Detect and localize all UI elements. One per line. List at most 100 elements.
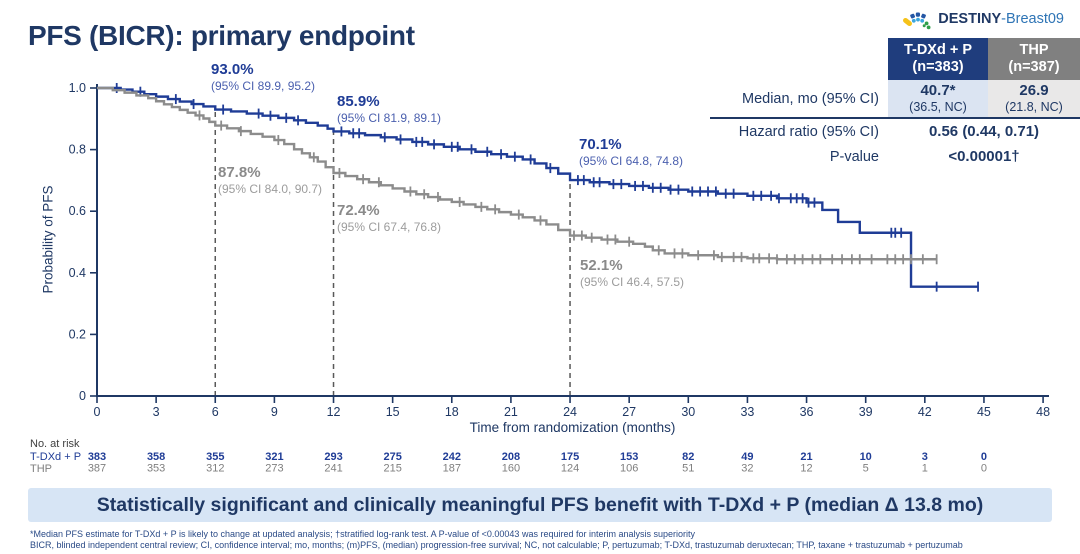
- atrisk-value-thp: 51: [682, 463, 694, 475]
- hazard-ratio-value: 0.56 (0.44, 0.71): [928, 123, 1040, 141]
- atrisk-value-tdxd-p: 275: [383, 451, 401, 463]
- median-tdxd-value: 40.7*: [920, 82, 956, 100]
- x-tick-label: 27: [622, 405, 636, 419]
- landmark-pct: 85.9%: [337, 93, 380, 110]
- atrisk-value-tdxd-p: 355: [206, 451, 224, 463]
- atrisk-value-tdxd-p: 242: [443, 451, 461, 463]
- atrisk-value-tdxd-p: 21: [800, 451, 812, 463]
- x-tick-label: 33: [740, 405, 754, 419]
- atrisk-value-tdxd-p: 293: [324, 451, 342, 463]
- atrisk-value-thp: 241: [324, 463, 342, 475]
- x-tick-label: 15: [386, 405, 400, 419]
- atrisk-value-thp: 215: [383, 463, 401, 475]
- y-axis-title: Probability of PFS: [40, 185, 56, 294]
- landmark-ci: (95% CI 89.9, 95.2): [211, 79, 316, 93]
- atrisk-value-thp: 387: [88, 463, 106, 475]
- results-table: T-DXd + P (n=383) THP (n=387) Median, mo…: [710, 38, 1080, 169]
- column-header-thp: THP (n=387): [988, 38, 1080, 81]
- landmark-pct: 93.0%: [211, 61, 254, 78]
- atrisk-value-tdxd-p: 3: [922, 451, 928, 463]
- x-tick-label: 30: [681, 405, 695, 419]
- x-axis-title: Time from randomization (months): [469, 420, 676, 435]
- atrisk-value-thp: 353: [147, 463, 165, 475]
- x-tick-label: 0: [94, 405, 101, 419]
- atrisk-value-thp: 312: [206, 463, 224, 475]
- x-tick-label: 18: [445, 405, 459, 419]
- at-risk-row-label-tdxd: T-DXd + P: [30, 451, 82, 463]
- y-tick-label: 0.8: [69, 143, 86, 157]
- p-value: <0.00001†: [948, 148, 1020, 166]
- footnotes: *Median PFS estimate for T-DXd + P is li…: [30, 529, 963, 551]
- landmark-pct: 52.1%: [580, 257, 623, 274]
- landmark-ci: (95% CI 46.4, 57.5): [580, 275, 685, 289]
- atrisk-value-tdxd-p: 82: [682, 451, 694, 463]
- column-header-tdxd: T-DXd + P (n=383): [888, 38, 988, 81]
- thp-header-arm: THP: [1019, 42, 1049, 58]
- footnote-line-1: *Median PFS estimate for T-DXd + P is li…: [30, 529, 696, 539]
- landmark-thp-6mo: 87.8% (95% CI 84.0, 90.7): [218, 164, 322, 196]
- atrisk-value-tdxd-p: 358: [147, 451, 165, 463]
- landmark-thp-12mo: 72.4% (95% CI 67.4, 76.8): [337, 202, 441, 234]
- median-thp-value: 26.9: [1019, 82, 1049, 100]
- atrisk-value-tdxd-p: 321: [265, 451, 283, 463]
- atrisk-value-tdxd-p: 383: [88, 451, 106, 463]
- logo-breast09: -Breast09: [1001, 11, 1064, 27]
- landmark-tdxd-6mo: 93.0% (95% CI 89.9, 95.2): [211, 61, 315, 93]
- atrisk-value-thp: 124: [561, 463, 579, 475]
- atrisk-value-tdxd-p: 175: [561, 451, 579, 463]
- at-risk-title: No. at risk: [30, 438, 80, 450]
- median-thp-ci: (21.8, NC): [1005, 100, 1063, 115]
- atrisk-value-thp: 12: [800, 463, 812, 475]
- x-tick-label: 24: [563, 405, 577, 419]
- atrisk-value-thp: 106: [620, 463, 638, 475]
- y-tick-label: 0: [79, 389, 86, 403]
- landmark-thp-24mo: 52.1% (95% CI 46.4, 57.5): [580, 257, 684, 289]
- x-tick-label: 45: [977, 405, 991, 419]
- x-tick-label: 3: [153, 405, 160, 419]
- x-tick-label: 42: [918, 405, 932, 419]
- landmark-ci: (95% CI 84.0, 90.7): [218, 182, 323, 196]
- x-tick-label: 21: [504, 405, 518, 419]
- landmark-pct: 70.1%: [579, 136, 622, 153]
- km-curve-thp: [97, 86, 937, 261]
- atrisk-value-thp: 0: [981, 463, 987, 475]
- landmark-ci: (95% CI 64.8, 74.8): [579, 154, 684, 168]
- km-curve-tdxd-p: [97, 86, 979, 288]
- atrisk-value-thp: 273: [265, 463, 283, 475]
- atrisk-value-thp: 160: [502, 463, 520, 475]
- y-tick-label: 0.6: [69, 204, 86, 218]
- median-thp-cell: 26.9 (21.8, NC): [988, 80, 1080, 120]
- hazard-ratio-label: Hazard ratio (95% CI): [738, 123, 879, 140]
- study-logo: DESTINY-Breast09: [903, 7, 1064, 31]
- landmark-tdxd-12mo: 85.9% (95% CI 81.9, 89.1): [337, 93, 441, 125]
- atrisk-value-thp: 187: [443, 463, 461, 475]
- results-header-spacer: [710, 38, 888, 80]
- conclusion-banner: Statistically significant and clinically…: [28, 488, 1052, 522]
- at-risk-row-label-thp: THP: [30, 463, 52, 475]
- x-tick-label: 39: [859, 405, 873, 419]
- median-row-label: Median, mo (95% CI): [710, 80, 888, 120]
- x-tick-label: 6: [212, 405, 219, 419]
- atrisk-value-tdxd-p: 10: [860, 451, 872, 463]
- atrisk-value-tdxd-p: 208: [502, 451, 520, 463]
- landmark-pct: 87.8%: [218, 164, 261, 181]
- tdxd-header-n: (n=383): [912, 59, 964, 76]
- p-value-label: P-value: [829, 148, 879, 165]
- landmark-pct: 72.4%: [337, 202, 380, 219]
- atrisk-value-thp: 5: [863, 463, 869, 475]
- x-tick-label: 48: [1036, 405, 1050, 419]
- atrisk-value-thp: 1: [922, 463, 928, 475]
- landmark-tdxd-24mo: 70.1% (95% CI 64.8, 74.8): [579, 136, 683, 168]
- study-logo-text: DESTINY-Breast09: [938, 11, 1064, 27]
- atrisk-value-tdxd-p: 49: [741, 451, 753, 463]
- thp-header-n: (n=387): [1008, 59, 1060, 76]
- y-tick-label: 1.0: [69, 81, 86, 95]
- landmark-ci: (95% CI 81.9, 89.1): [337, 111, 442, 125]
- median-tdxd-cell: 40.7* (36.5, NC): [888, 80, 988, 120]
- footnote-line-2: BICR, blinded independent central review…: [30, 540, 963, 550]
- atrisk-value-thp: 32: [741, 463, 753, 475]
- y-tick-label: 0.2: [69, 327, 86, 341]
- landmark-ci: (95% CI 67.4, 76.8): [337, 220, 442, 234]
- x-tick-label: 12: [327, 405, 341, 419]
